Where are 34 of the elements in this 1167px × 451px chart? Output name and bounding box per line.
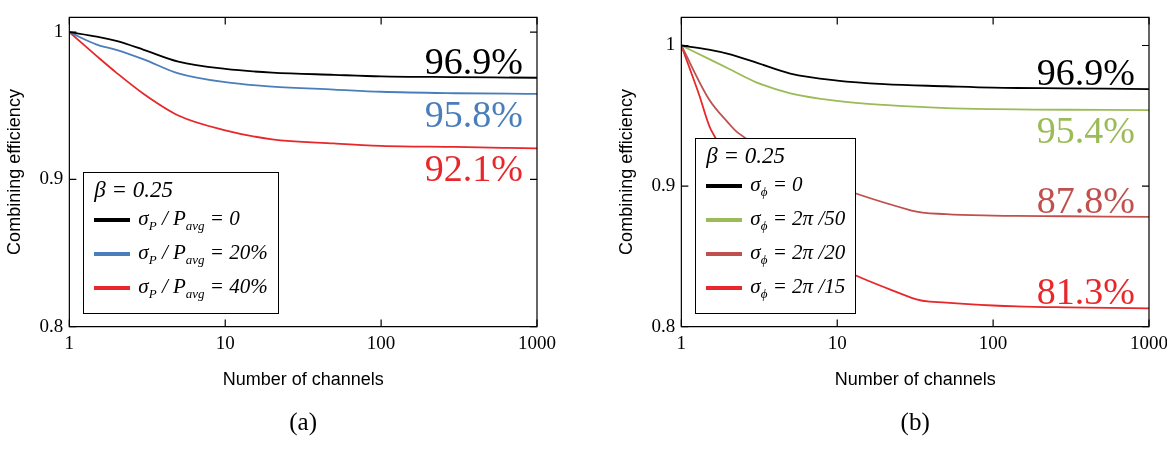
legend-label: σ$_{P}$ / P$_{avg}$ = 40% (138, 273, 268, 302)
annotation: 81.3% (1036, 270, 1135, 313)
y-tick-label: 0.8 (39, 314, 64, 336)
y-tick-label: 0.9 (651, 174, 676, 196)
y-tick-label: 0.8 (651, 314, 676, 336)
x-tick-label: 1000 (518, 331, 556, 353)
x-tick-label: 10 (827, 331, 847, 353)
legend-label: σ$_{ϕ}$ = 2π /15 (750, 274, 846, 302)
annotation: 96.9% (424, 39, 523, 82)
x-tick-label: 1000 (1130, 331, 1167, 353)
x-axis-title: Number of channels (834, 369, 996, 390)
legend-label: σ$_{P}$ / P$_{avg}$ = 0 (138, 205, 240, 233)
legend-label: σ$_{ϕ}$ = 2π /20 (750, 239, 846, 268)
y-tick-label: 1 (53, 20, 64, 42)
text: (b) (900, 408, 930, 436)
x-tick-label: 10 (215, 331, 235, 353)
annotation: 87.8% (1036, 178, 1135, 221)
y-tick-label: 1 (665, 33, 676, 55)
x-axis-title: Number of channels (222, 369, 384, 390)
annotation: 92.1% (424, 147, 523, 190)
y-axis-title: Combining efficiency (3, 89, 24, 255)
legend-title: β = 0.25 (706, 142, 787, 169)
text: (a) (289, 408, 318, 436)
y-axis-title: Combining efficiency (615, 89, 636, 255)
annotation: 95.8% (424, 92, 523, 135)
y-tick-label: 0.9 (39, 167, 64, 189)
x-tick-label: 100 (366, 331, 396, 353)
legend-label: σ$_{P}$ / P$_{avg}$ = 20% (138, 239, 268, 267)
legend-label: σ$_{ϕ}$ = 2π /50 (750, 205, 846, 233)
legend-title: β = 0.25 (94, 176, 175, 203)
annotation: 96.9% (1036, 51, 1135, 94)
x-tick-label: 100 (978, 331, 1008, 353)
legend-label: σ$_{ϕ}$ = 0 (750, 171, 803, 199)
annotation: 95.4% (1036, 109, 1135, 152)
